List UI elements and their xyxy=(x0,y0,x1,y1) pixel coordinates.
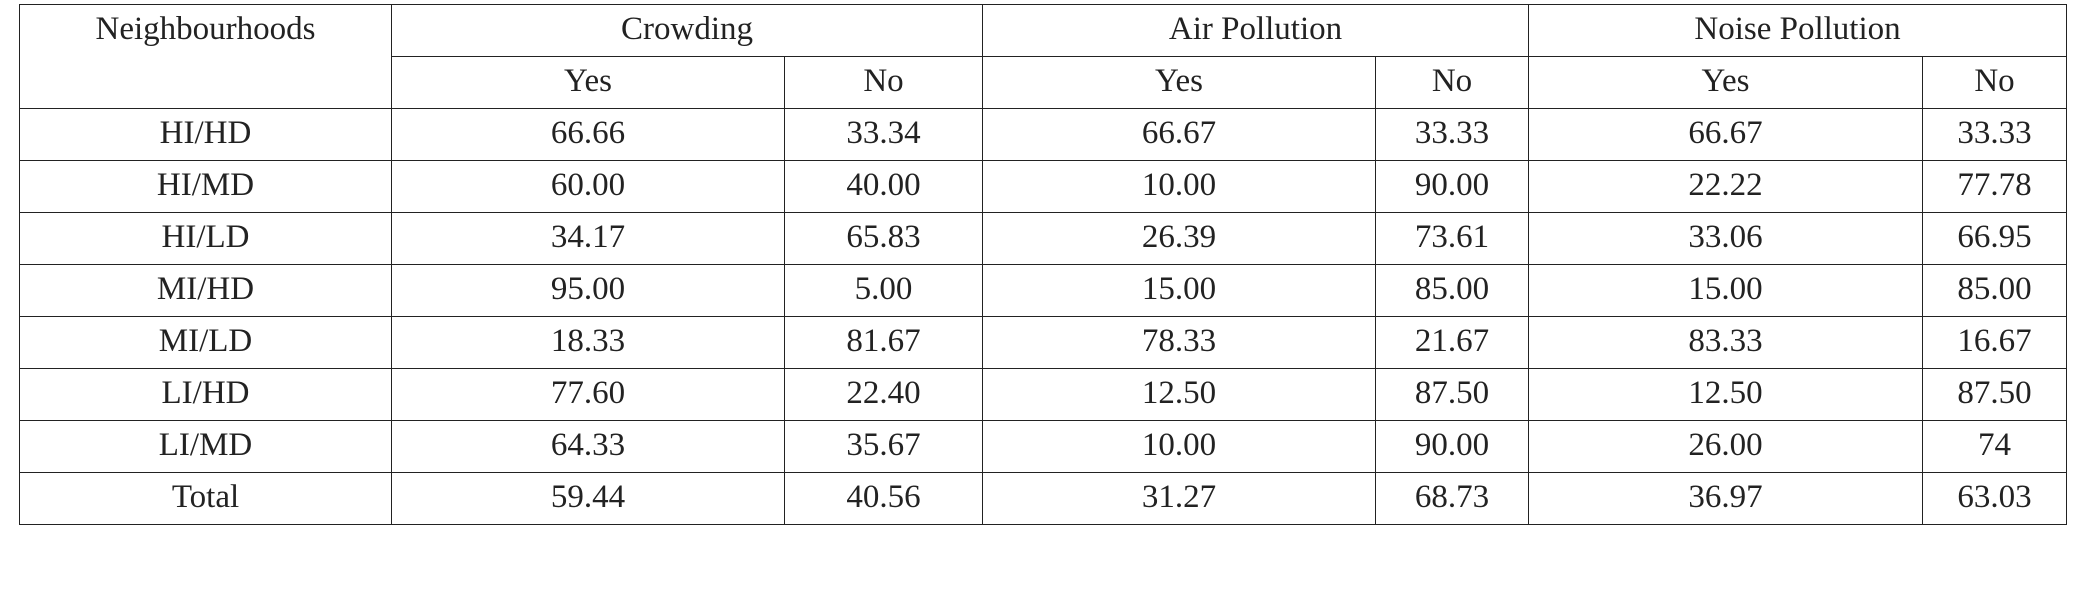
row-label: LI/HD xyxy=(19,368,392,421)
table-cell: 73.61 xyxy=(1375,212,1529,265)
table-row: MI/LD 18.33 81.67 78.33 21.67 83.33 16.67 xyxy=(19,316,2067,369)
subheader-cell: No xyxy=(784,56,983,109)
table-cell: 77.60 xyxy=(391,368,785,421)
table-row: HI/LD 34.17 65.83 26.39 73.61 33.06 66.95 xyxy=(19,212,2067,265)
table-cell: 22.22 xyxy=(1528,160,1923,213)
row-label: MI/HD xyxy=(19,264,392,317)
table-row: LI/MD 64.33 35.67 10.00 90.00 26.00 74 xyxy=(19,420,2067,473)
table-cell: 65.83 xyxy=(784,212,983,265)
row-label: LI/MD xyxy=(19,420,392,473)
table-cell: 26.39 xyxy=(982,212,1376,265)
table-cell: 33.33 xyxy=(1375,108,1529,161)
table-cell: 26.00 xyxy=(1528,420,1923,473)
subheader-cell: Yes xyxy=(982,56,1376,109)
table-cell: 33.33 xyxy=(1922,108,2067,161)
table-cell: 66.67 xyxy=(982,108,1376,161)
table-cell: 10.00 xyxy=(982,420,1376,473)
table-cell: 59.44 xyxy=(391,472,785,525)
table-cell: 85.00 xyxy=(1922,264,2067,317)
data-table: Neighbourhoods Crowding Air Pollution Noise… xyxy=(19,4,2067,525)
row-label: Total xyxy=(19,472,392,525)
table-cell: 64.33 xyxy=(391,420,785,473)
row-label: HI/MD xyxy=(19,160,392,213)
table-cell: 90.00 xyxy=(1375,160,1529,213)
table-row: HI/HD 66.66 33.34 66.67 33.33 66.67 33.33 xyxy=(19,108,2067,161)
table-row: MI/HD 95.00 5.00 15.00 85.00 15.00 85.00 xyxy=(19,264,2067,317)
table-cell: 95.00 xyxy=(391,264,785,317)
table-row: LI/HD 77.60 22.40 12.50 87.50 12.50 87.50 xyxy=(19,368,2067,421)
table-cell: 78.33 xyxy=(982,316,1376,369)
table-cell: 66.66 xyxy=(391,108,785,161)
table-row: HI/MD 60.00 40.00 10.00 90.00 22.22 77.78 xyxy=(19,160,2067,213)
header-row: Neighbourhoods Crowding Air Pollution Noise… xyxy=(19,4,2067,109)
table-cell: 21.67 xyxy=(1375,316,1529,369)
table-cell: 36.97 xyxy=(1528,472,1923,525)
table-cell: 74 xyxy=(1922,420,2067,473)
subheader-cell: Yes xyxy=(1528,56,1923,109)
table-cell: 35.67 xyxy=(784,420,983,473)
table-cell: 87.50 xyxy=(1375,368,1529,421)
group-header: Noise Pollution xyxy=(1528,4,2067,57)
row-label: HI/LD xyxy=(19,212,392,265)
table-cell: 77.78 xyxy=(1922,160,2067,213)
header-cell: Neighbourhoods xyxy=(19,4,392,109)
table-cell: 83.33 xyxy=(1528,316,1923,369)
table-cell: 34.17 xyxy=(391,212,785,265)
table-cell: 22.40 xyxy=(784,368,983,421)
table-cell: 85.00 xyxy=(1375,264,1529,317)
table-cell: 33.34 xyxy=(784,108,983,161)
table-cell: 15.00 xyxy=(982,264,1376,317)
table-cell: 63.03 xyxy=(1922,472,2067,525)
table-cell: 12.50 xyxy=(1528,368,1923,421)
table-cell: 18.33 xyxy=(391,316,785,369)
table-cell: 15.00 xyxy=(1528,264,1923,317)
table-cell: 33.06 xyxy=(1528,212,1923,265)
table-cell: 60.00 xyxy=(391,160,785,213)
group-header: Air Pollution xyxy=(982,4,1529,57)
table-cell: 5.00 xyxy=(784,264,983,317)
table-cell: 40.00 xyxy=(784,160,983,213)
table-cell: 66.67 xyxy=(1528,108,1923,161)
group-header: Crowding xyxy=(391,4,983,57)
table-cell: 40.56 xyxy=(784,472,983,525)
table-cell: 81.67 xyxy=(784,316,983,369)
row-label: HI/HD xyxy=(19,108,392,161)
table-cell: 68.73 xyxy=(1375,472,1529,525)
subheader-cell: No xyxy=(1922,56,2067,109)
table-cell: 10.00 xyxy=(982,160,1376,213)
table-cell: 66.95 xyxy=(1922,212,2067,265)
table-cell: 90.00 xyxy=(1375,420,1529,473)
subheader-cell: Yes xyxy=(391,56,785,109)
subheader-cell: No xyxy=(1375,56,1529,109)
table-cell: 87.50 xyxy=(1922,368,2067,421)
table-cell: 16.67 xyxy=(1922,316,2067,369)
table-cell: 12.50 xyxy=(982,368,1376,421)
table-cell: 31.27 xyxy=(982,472,1376,525)
table-row: Total 59.44 40.56 31.27 68.73 36.97 63.03 xyxy=(19,472,2067,525)
row-label: MI/LD xyxy=(19,316,392,369)
